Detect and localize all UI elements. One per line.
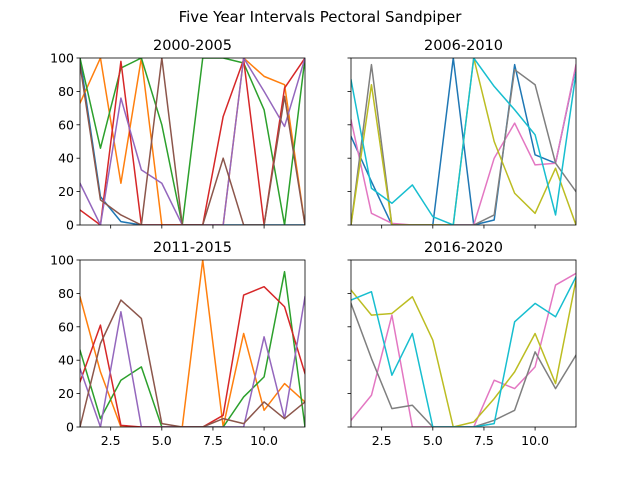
- subplot-2: 2006-2010: [347, 38, 577, 229]
- y-tick-label: 60: [58, 319, 74, 334]
- x-tick-label: 2.5: [101, 433, 121, 448]
- series-line-4: [351, 275, 576, 427]
- figure-suptitle: Five Year Intervals Pectoral Sandpiper: [179, 8, 463, 26]
- y-tick-label: 100: [50, 253, 74, 268]
- axes-frame: [350, 259, 577, 428]
- series-line-1: [351, 272, 576, 427]
- series-line-6: [80, 58, 305, 225]
- subplot-4: 2016-2020 2.5 5.0 7.5 10.0: [347, 240, 577, 448]
- series-line-2: [80, 58, 305, 225]
- y-tick-label: 60: [58, 117, 74, 132]
- y-tick-label: 20: [58, 184, 74, 199]
- subplot-title: 2011-2015: [153, 240, 232, 256]
- axes-frame: [350, 57, 577, 226]
- x-tick-label: 5.0: [423, 433, 443, 448]
- series-line-1: [80, 260, 305, 427]
- y-tick-label: 0: [66, 218, 74, 233]
- subplot-title: 2000-2005: [153, 38, 232, 54]
- x-tick-label: 2.5: [372, 433, 392, 448]
- x-tick-label: 7.5: [203, 433, 223, 448]
- x-tick-label: 5.0: [152, 433, 172, 448]
- series-line-2: [80, 270, 305, 427]
- subplot-1: 2000-2005 0 20 40 60 80 100: [50, 38, 306, 233]
- y-tick-label: 40: [58, 151, 74, 166]
- series-line-5: [80, 299, 305, 427]
- x-tick-label: 10.0: [250, 433, 278, 448]
- series-line-5: [80, 58, 305, 225]
- series-line-5: [351, 58, 576, 225]
- series-line-2: [351, 63, 576, 225]
- subplot-3: 2011-2015 0 20 40 60 80 100 2.5 5.0 7.5 10.0: [50, 240, 306, 448]
- series-line-4: [80, 295, 305, 427]
- x-tick-label: 10.0: [521, 433, 549, 448]
- axes-frame: [79, 259, 306, 428]
- y-tick-label: 20: [58, 386, 74, 401]
- y-tick-label: 100: [50, 51, 74, 66]
- series-line-2: [351, 302, 576, 427]
- y-tick-label: 80: [58, 84, 74, 99]
- series-group: [351, 272, 576, 427]
- y-tick-label: 0: [66, 420, 74, 435]
- series-line-1: [80, 58, 305, 225]
- series-line-3: [351, 279, 576, 427]
- x-tick-label: 7.5: [474, 433, 494, 448]
- series-line-3: [80, 285, 305, 427]
- axes-frame: [79, 57, 306, 226]
- y-tick-label: 80: [58, 286, 74, 301]
- series-group: [80, 58, 305, 225]
- series-group: [351, 58, 576, 225]
- y-tick-label: 40: [58, 353, 74, 368]
- series-group: [80, 260, 305, 427]
- series-line-3: [80, 58, 305, 225]
- subplot-title: 2016-2020: [424, 240, 503, 256]
- subplot-title: 2006-2010: [424, 38, 503, 54]
